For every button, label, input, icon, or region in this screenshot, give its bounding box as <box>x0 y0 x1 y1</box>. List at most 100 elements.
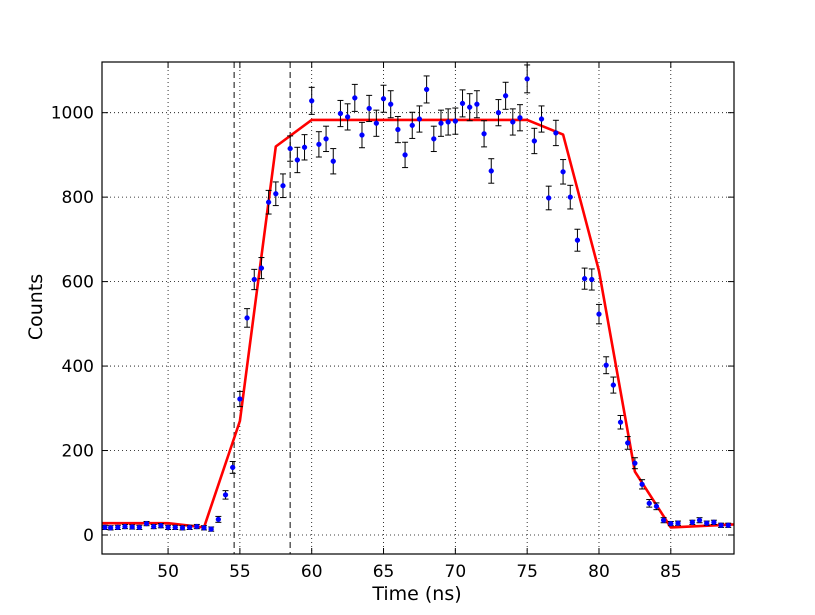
data-point <box>610 382 616 388</box>
data-point <box>208 526 214 532</box>
data-point <box>675 520 681 526</box>
ticks: 50 55 60 65 70 75 80 85 0 200 400 600 800 1000 <box>51 62 734 582</box>
data-point <box>689 519 695 525</box>
data-point <box>215 516 221 523</box>
data-point <box>431 136 437 142</box>
data-point <box>344 114 351 120</box>
data-point <box>510 119 516 125</box>
data-point <box>373 120 379 126</box>
data-point <box>194 523 200 530</box>
data-point <box>653 503 660 509</box>
data-point <box>495 110 502 116</box>
data-point <box>237 396 243 402</box>
y-tick-label: 200 <box>62 442 94 462</box>
data-point <box>438 120 444 126</box>
data-point <box>459 100 466 107</box>
data-point <box>323 136 329 142</box>
data-point <box>560 169 566 175</box>
data-point <box>201 525 207 531</box>
data-point <box>143 520 150 527</box>
x-tick-label: 55 <box>229 562 251 582</box>
data-point <box>488 168 494 174</box>
data-point <box>172 524 178 531</box>
grid <box>102 62 734 554</box>
data-point <box>696 517 703 523</box>
data-point <box>222 492 229 498</box>
data-point <box>158 523 164 529</box>
x-tick-label: 75 <box>516 562 538 582</box>
data-point <box>531 138 537 144</box>
data-point <box>524 76 530 82</box>
data-point <box>359 132 365 138</box>
y-tick-label: 1000 <box>51 104 94 124</box>
data-point <box>711 519 717 525</box>
data-point <box>388 101 394 107</box>
data-point <box>553 130 559 136</box>
data-point <box>639 481 645 487</box>
data-point <box>574 237 581 243</box>
data-point <box>452 118 458 124</box>
data-point <box>502 93 509 99</box>
data-point <box>273 191 279 197</box>
data-point <box>186 524 193 531</box>
data-point <box>179 525 186 531</box>
data-point <box>668 520 674 527</box>
data-point <box>230 464 236 471</box>
data-point <box>280 183 286 189</box>
data-point <box>589 276 595 283</box>
data-point <box>445 119 451 125</box>
x-tick-label: 65 <box>373 562 395 582</box>
data-point <box>718 522 724 528</box>
data-point <box>625 440 631 446</box>
data-point <box>402 152 408 158</box>
x-tick-label: 70 <box>445 562 467 582</box>
data-point <box>287 145 293 152</box>
data-point <box>165 524 171 531</box>
y-tick-label: 800 <box>62 188 94 208</box>
data-point <box>725 522 731 528</box>
x-tick-label: 50 <box>157 562 179 582</box>
data-point <box>395 126 401 133</box>
data-point <box>244 315 250 321</box>
data-point <box>423 86 430 93</box>
data-point <box>265 199 272 205</box>
data-point <box>581 275 588 282</box>
data-point <box>632 460 638 466</box>
data-point <box>136 524 142 531</box>
fit-curve <box>102 118 735 529</box>
data-point <box>352 95 358 101</box>
fit-line <box>102 118 735 529</box>
data-point <box>474 101 480 107</box>
data-point <box>517 115 523 121</box>
y-tick-label: 0 <box>83 526 94 546</box>
plot-frame <box>101 61 735 555</box>
data-point <box>366 105 372 112</box>
data-point <box>122 523 128 530</box>
data-point <box>294 157 300 163</box>
data-point <box>301 144 308 150</box>
data-point <box>603 362 609 368</box>
data-point <box>102 524 108 531</box>
y-tick-label: 400 <box>62 357 94 377</box>
data-point <box>309 98 315 104</box>
data-point <box>409 122 415 128</box>
data-point <box>416 116 423 122</box>
data-point <box>129 524 135 530</box>
x-tick-label: 80 <box>588 562 610 582</box>
y-tick-label: 600 <box>62 273 94 293</box>
x-axis-label: Time (ns) <box>371 583 461 605</box>
data-point <box>115 524 121 531</box>
data-point <box>467 104 473 110</box>
data-point <box>646 500 652 506</box>
y-axis-label: Counts <box>25 274 47 340</box>
data-point <box>107 525 114 531</box>
data-point <box>151 523 157 530</box>
data-point <box>660 517 667 523</box>
x-tick-label: 85 <box>660 562 682 582</box>
data-point <box>251 276 257 283</box>
data-point <box>330 158 336 164</box>
data-point <box>337 110 344 117</box>
data-point <box>546 195 552 201</box>
